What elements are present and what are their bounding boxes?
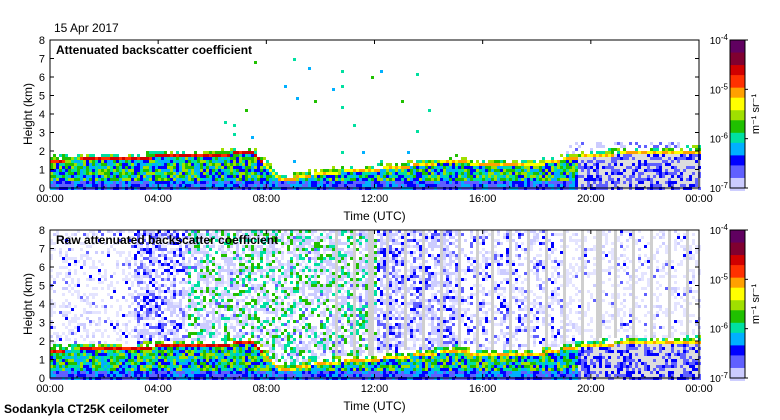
x-tick-label: 16:00	[469, 383, 497, 395]
colorbar-tick-label: 10-6	[710, 132, 729, 146]
x-tick-label: 08:00	[253, 193, 281, 205]
x-tick-label: 12:00	[361, 193, 389, 205]
x-tick-label: 20:00	[577, 193, 605, 205]
x-axis-title: Time (UTC)	[343, 209, 405, 223]
colorbar-tick-label: 10-5	[710, 272, 729, 286]
x-tick-label: 00:00	[685, 383, 713, 395]
instrument-label: Sodankyla CT25K ceilometer	[4, 402, 169, 416]
x-tick-label: 00:00	[685, 193, 713, 205]
y-tick-label: 6	[39, 72, 45, 84]
y-axis-title: Height (km)	[21, 273, 35, 335]
x-tick-label: 00:00	[36, 193, 64, 205]
backscatter-field	[50, 58, 701, 190]
y-tick-label: 5	[39, 91, 45, 103]
x-tick-label: 20:00	[577, 383, 605, 395]
x-tick-label: 08:00	[253, 383, 281, 395]
y-axis-title: Height (km)	[21, 83, 35, 145]
colorbar-tick-label: 10-6	[710, 322, 729, 336]
y-tick-label: 4	[39, 109, 45, 121]
colorbar-tick-label: 10-7	[710, 371, 729, 385]
y-tick-label: 4	[39, 299, 45, 311]
y-tick-label: 2	[39, 336, 45, 348]
x-tick-label: 04:00	[144, 193, 172, 205]
x-tick-label: 04:00	[144, 383, 172, 395]
y-tick-label: 1	[39, 355, 45, 367]
y-tick-label: 7	[39, 54, 45, 66]
colorbar-frame	[729, 39, 746, 189]
colorbar-unit: m⁻¹ sr⁻¹	[750, 284, 762, 325]
colorbar-tick-label: 10-4	[710, 33, 729, 47]
x-tick-label: 00:00	[36, 383, 64, 395]
colorbar-top: 10-4 10-5 10-6 10-7 m⁻¹ sr⁻¹	[710, 33, 762, 195]
x-tick-label: 16:00	[469, 193, 497, 205]
y-tick-label: 3	[39, 128, 45, 140]
y-tick-label: 7	[39, 244, 45, 256]
y-tick-label: 5	[39, 281, 45, 293]
x-axis-title: Time (UTC)	[343, 399, 405, 413]
panel-raw-attenuated-backscatter: 00:00 04:00 08:00 12:00 16:00 20:00 00:0001234…	[21, 225, 713, 413]
y-tick-label: 3	[39, 318, 45, 330]
y-tick-label: 0	[39, 373, 45, 385]
colorbar-bottom: 10-4 10-5 10-6 10-7 m⁻¹ sr⁻¹	[710, 223, 762, 385]
y-tick-label: 2	[39, 146, 45, 158]
x-tick-label: 12:00	[361, 383, 389, 395]
panel-title: Attenuated backscatter coefficient	[56, 43, 252, 57]
panel-title: Raw attenuated backscatter coefficient	[56, 233, 278, 247]
y-tick-label: 1	[39, 165, 45, 177]
colorbar-unit: m⁻¹ sr⁻¹	[750, 94, 762, 135]
panel-attenuated-backscatter: 00:00 04:00 08:00 12:00 16:00 20:00 00:0001234…	[21, 35, 713, 223]
colorbar-frame	[729, 229, 746, 379]
colorbar-tick-label: 10-7	[710, 181, 729, 195]
y-tick-label: 0	[39, 183, 45, 195]
colorbar-tick-label: 10-5	[710, 82, 729, 96]
date-label: 15 Apr 2017	[54, 21, 119, 35]
colorbar-tick-label: 10-4	[710, 223, 729, 237]
y-tick-label: 6	[39, 262, 45, 274]
y-tick-label: 8	[39, 225, 45, 237]
y-tick-label: 8	[39, 35, 45, 47]
